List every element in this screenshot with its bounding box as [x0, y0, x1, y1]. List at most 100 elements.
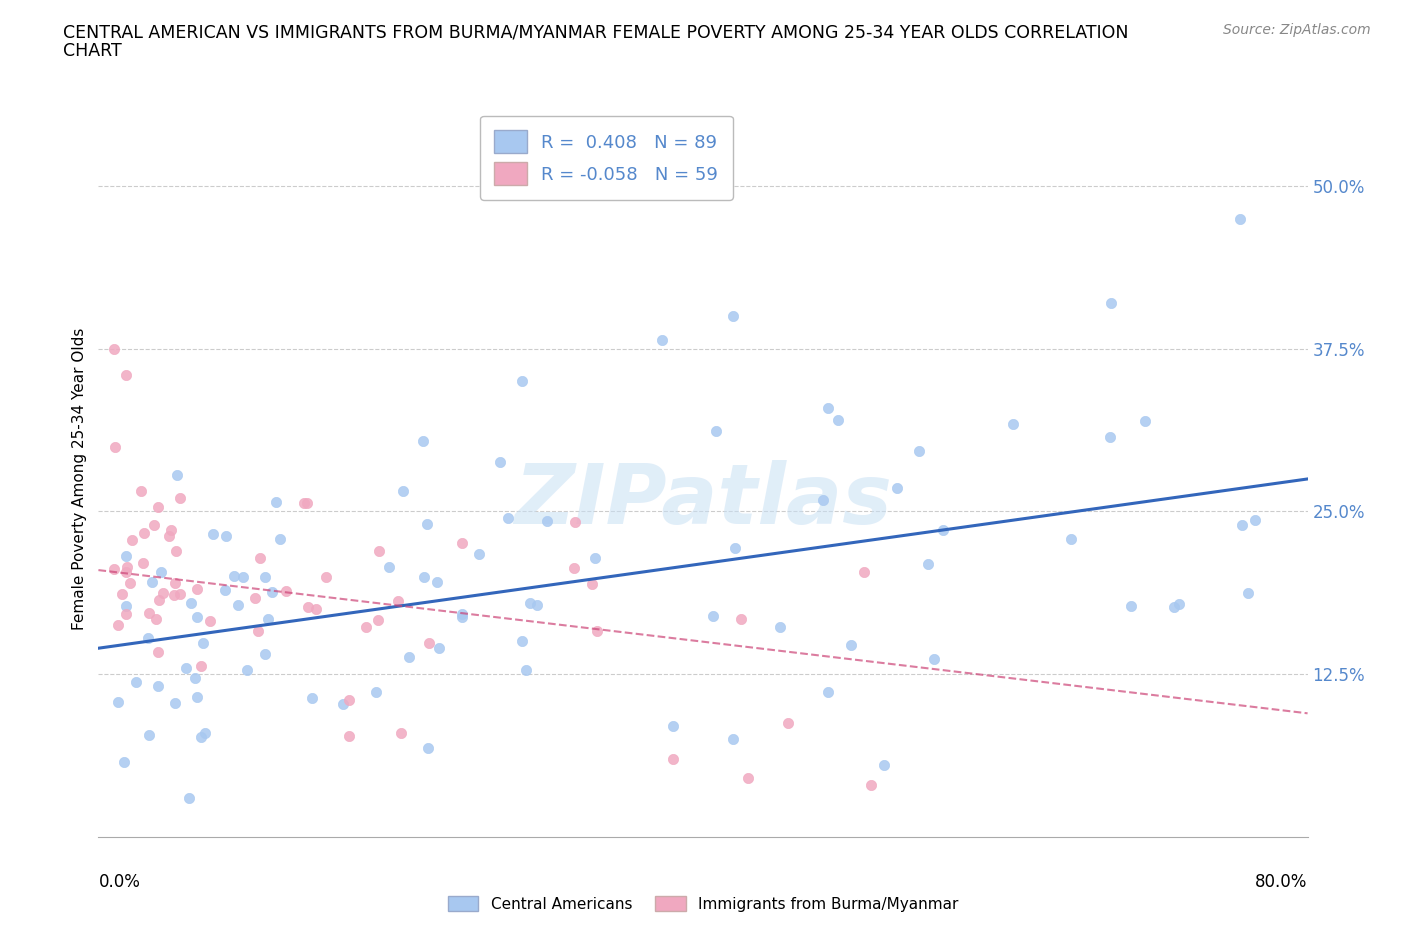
Point — [169, 586, 191, 601]
Point — [186, 610, 208, 625]
Point — [827, 413, 849, 428]
Point — [450, 610, 472, 625]
Point — [1230, 518, 1253, 533]
Point — [202, 527, 225, 542]
Point — [873, 758, 896, 773]
Point — [184, 671, 207, 686]
Point — [107, 618, 129, 633]
Point — [412, 433, 434, 448]
Point — [177, 790, 200, 805]
Point — [564, 514, 586, 529]
Point — [426, 575, 449, 590]
Point — [661, 751, 683, 766]
Point — [702, 608, 724, 623]
Point — [232, 569, 254, 584]
Point — [166, 468, 188, 483]
Point — [136, 631, 159, 645]
Text: ZIPatlas: ZIPatlas — [515, 460, 891, 541]
Point — [723, 732, 745, 747]
Point — [811, 492, 834, 507]
Point — [451, 606, 474, 621]
Point — [115, 565, 138, 579]
Point — [337, 728, 360, 743]
Point — [124, 675, 146, 690]
Point — [186, 689, 208, 704]
Point — [1237, 586, 1260, 601]
Point — [853, 565, 876, 579]
Point — [152, 586, 174, 601]
Point — [236, 663, 259, 678]
Point — [190, 658, 212, 673]
Point — [243, 591, 266, 605]
Point — [150, 565, 173, 579]
Point — [451, 536, 474, 551]
Point — [117, 559, 139, 574]
Point — [839, 638, 862, 653]
Point — [429, 641, 451, 656]
Point — [295, 495, 318, 510]
Y-axis label: Female Poverty Among 25-34 Year Olds: Female Poverty Among 25-34 Year Olds — [72, 327, 87, 631]
Point — [337, 693, 360, 708]
Point — [1098, 430, 1121, 445]
Point — [305, 602, 328, 617]
Point — [160, 523, 183, 538]
Point — [132, 555, 155, 570]
Point — [526, 597, 548, 612]
Point — [222, 568, 245, 583]
Point — [297, 600, 319, 615]
Point — [416, 741, 439, 756]
Point — [301, 690, 323, 705]
Point — [519, 595, 541, 610]
Text: CHART: CHART — [63, 42, 122, 60]
Point — [398, 649, 420, 664]
Point — [269, 531, 291, 546]
Point — [354, 619, 377, 634]
Point — [103, 341, 125, 356]
Point — [148, 592, 170, 607]
Text: CENTRAL AMERICAN VS IMMIGRANTS FROM BURMA/MYANMAR FEMALE POVERTY AMONG 25-34 YEA: CENTRAL AMERICAN VS IMMIGRANTS FROM BURM… — [63, 23, 1129, 41]
Point — [315, 569, 337, 584]
Legend: R =  0.408   N = 89, R = -0.058   N = 59: R = 0.408 N = 89, R = -0.058 N = 59 — [479, 115, 733, 200]
Point — [260, 584, 283, 599]
Point — [114, 754, 136, 769]
Point — [583, 551, 606, 565]
Point — [586, 623, 609, 638]
Point — [769, 619, 792, 634]
Point — [165, 543, 187, 558]
Point — [114, 599, 136, 614]
Point — [163, 576, 186, 591]
Point — [115, 549, 138, 564]
Point — [198, 614, 221, 629]
Point — [190, 729, 212, 744]
Point — [107, 695, 129, 710]
Point — [1243, 512, 1265, 527]
Point — [1229, 211, 1251, 226]
Point — [498, 511, 520, 525]
Point — [253, 570, 276, 585]
Point — [194, 725, 217, 740]
Point — [917, 556, 939, 571]
Point — [364, 684, 387, 699]
Point — [389, 725, 412, 740]
Text: Source: ZipAtlas.com: Source: ZipAtlas.com — [1223, 23, 1371, 37]
Text: 0.0%: 0.0% — [98, 872, 141, 891]
Point — [1167, 596, 1189, 611]
Point — [651, 332, 673, 347]
Point — [176, 660, 198, 675]
Point — [367, 612, 389, 627]
Point — [141, 575, 163, 590]
Point — [778, 716, 800, 731]
Point — [134, 525, 156, 540]
Point — [103, 562, 125, 577]
Point — [391, 484, 413, 498]
Point — [1060, 532, 1083, 547]
Point — [104, 440, 127, 455]
Point — [907, 443, 929, 458]
Point — [1099, 296, 1122, 311]
Point — [247, 624, 270, 639]
Point — [489, 455, 512, 470]
Point — [581, 576, 603, 591]
Point — [214, 582, 236, 597]
Point — [924, 652, 946, 667]
Point — [737, 771, 759, 786]
